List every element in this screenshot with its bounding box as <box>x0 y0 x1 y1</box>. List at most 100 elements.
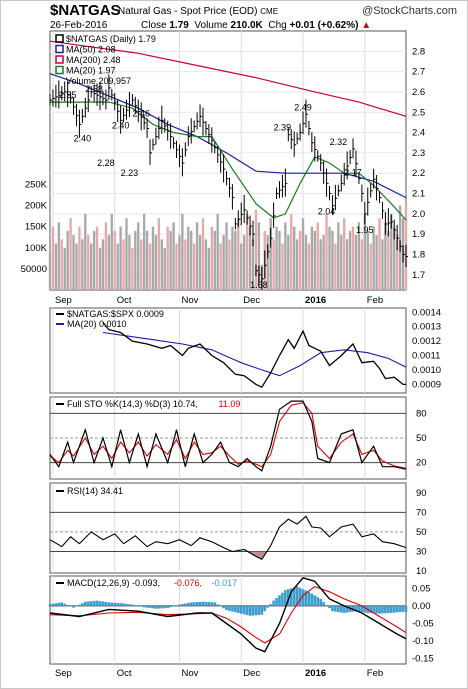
volume-bar-12 <box>84 213 87 290</box>
volume-bar-114 <box>384 222 387 290</box>
macd-line <box>49 576 407 653</box>
macd-hist-bar-67 <box>245 605 249 616</box>
rsi-oversold-fill <box>238 551 268 560</box>
volume-bar-107 <box>363 213 366 290</box>
macd-hist-bar-29 <box>134 605 137 606</box>
macd-hist-bar-53 <box>204 601 208 606</box>
price-annotation-10: 2.17 <box>344 167 362 177</box>
macd-hist-bar-91 <box>316 597 320 606</box>
volume-bar-77 <box>275 226 278 290</box>
price-annotation-5: 2.28 <box>97 158 115 168</box>
volume-bar-59 <box>222 235 225 290</box>
ratio-y-tick-5: 0.0009 <box>412 379 441 390</box>
macd-hist-bar-75 <box>269 604 272 606</box>
chart-symbol: $NATGAS <box>50 2 121 19</box>
volume-bar-92 <box>319 239 322 290</box>
price-y-tick-3: 2.0 <box>412 209 425 220</box>
macd-hist-bar-74 <box>266 605 270 608</box>
macd-hist-bar-64 <box>236 605 240 613</box>
macd-hist-bar-54 <box>207 602 211 606</box>
macd-hist-bar-41 <box>169 605 172 608</box>
volume-bar-41 <box>169 230 172 290</box>
price-x-label-4: 2016 <box>305 295 326 306</box>
macd-hist-bar-82 <box>289 588 293 606</box>
macd-x-label-1: Oct <box>117 668 132 679</box>
macd-hist-bar-104 <box>354 605 358 612</box>
macd-hist-bar-101 <box>345 605 349 613</box>
macd-hist-bar-72 <box>260 605 264 615</box>
macd-hist-bar-94 <box>325 605 328 606</box>
macd-hist-bar-83 <box>292 587 296 606</box>
volume-bar-29 <box>134 230 137 290</box>
macd-hist-bar-56 <box>213 602 217 606</box>
ratio-y-tick-4: 0.0010 <box>412 365 441 376</box>
volume-y-tick-2: 150K <box>25 222 48 233</box>
volume-bar-52 <box>201 218 205 290</box>
macd-hist-bar-35 <box>151 605 155 609</box>
chg-value: +0.01 (+0.62%) <box>289 20 359 31</box>
macd-hist-bar-105 <box>357 605 361 612</box>
macd-hist-bar-26 <box>125 603 128 606</box>
price-annotation-11: 2.04 <box>318 207 336 217</box>
price-y-tick-11: 2.8 <box>412 46 425 57</box>
macd-hist-bar-22 <box>113 602 117 606</box>
volume-bar-64 <box>237 218 240 290</box>
macd-hist-bar-107 <box>363 605 367 613</box>
volume-bar-14 <box>90 243 93 290</box>
ratio-y-tick-2: 0.0012 <box>412 336 441 347</box>
macd-hist-bar-6 <box>66 605 69 606</box>
volume-bar-100 <box>343 218 346 290</box>
macd-hist-bar-23 <box>116 602 119 606</box>
volume-bar-65 <box>240 243 243 290</box>
volume-bar-80 <box>284 222 287 290</box>
price-x-label-5: Feb <box>367 295 383 306</box>
volume-bar-50 <box>195 222 199 290</box>
rsi-y-tick-3: 30 <box>416 546 427 557</box>
stochastic-k-line <box>49 400 407 472</box>
volume-bar-113 <box>381 239 384 290</box>
volume-bar-19 <box>104 222 108 290</box>
volume-bar-78 <box>278 230 281 290</box>
volume-bar-81 <box>287 235 290 290</box>
volume-bar-16 <box>95 226 99 290</box>
macd-hist-bar-46 <box>184 603 187 606</box>
macd-hist-bar-110 <box>372 605 375 614</box>
macd-x-label-3: Dec <box>243 668 260 679</box>
macd-hist-bar-17 <box>98 601 102 606</box>
macd-hist-bar-65 <box>239 605 243 614</box>
macd-hist-bar-16 <box>95 600 99 606</box>
macd-x-label-0: Sep <box>55 668 72 679</box>
volume-bar-70 <box>254 209 258 290</box>
macd-hist-bar-106 <box>360 605 364 613</box>
volume-bar-58 <box>219 243 222 290</box>
volume-bar-90 <box>313 230 316 290</box>
volume-bar-47 <box>187 226 190 290</box>
macd-hist-bar-40 <box>166 605 169 609</box>
macd-y-tick-4: -0.15 <box>412 654 434 665</box>
price-annotation-9: 2.32 <box>330 137 348 147</box>
volume-bar-39 <box>163 247 166 290</box>
ma200-line <box>49 40 407 117</box>
macd-hist-bar-119 <box>398 605 402 613</box>
volume-bar-48 <box>190 230 193 290</box>
volume-y-tick-0: 250K <box>25 179 48 190</box>
price-y-tick-4: 2.1 <box>412 189 425 200</box>
volume-bar-62 <box>231 226 234 290</box>
stockcharts-watermark: @StockCharts.com <box>362 5 457 17</box>
price-legend-swatch-0 <box>55 34 64 43</box>
volume-bar-71 <box>257 222 261 290</box>
volume-bar-4 <box>60 239 63 290</box>
exchange-label: CME <box>260 7 279 16</box>
macd-hist-bar-38 <box>160 605 164 609</box>
volume-bar-17 <box>98 247 102 290</box>
macd-hist-bar-27 <box>128 604 131 606</box>
volume-bar-25 <box>122 239 125 290</box>
chart-description: Natural Gas - Spot Price (EOD) CME <box>118 6 278 17</box>
macd-hist-bar-32 <box>142 605 146 608</box>
macd-hist-bar-1 <box>51 603 55 606</box>
volume-bar-8 <box>72 235 75 290</box>
macd-hist-bar-115 <box>387 605 390 614</box>
macd-hist-bar-113 <box>381 605 384 614</box>
price-y-tick-0: 1.7 <box>412 270 425 281</box>
